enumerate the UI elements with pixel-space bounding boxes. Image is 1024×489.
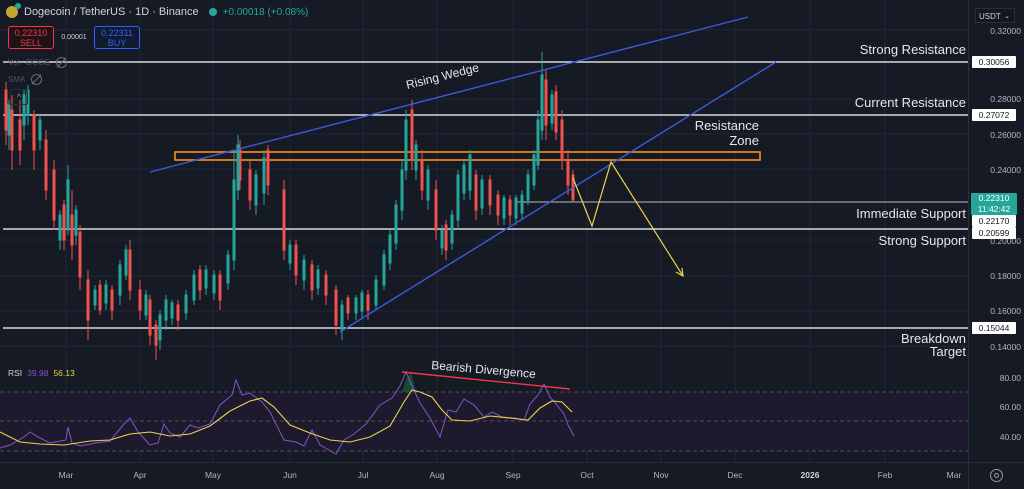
strong-resistance-price-tag: 0.30056 <box>972 56 1016 68</box>
rsi-sma-value: 56.13 <box>53 368 75 378</box>
chevron-down-icon: ⌄ <box>1004 13 1010 20</box>
time-axis[interactable] <box>0 462 968 489</box>
sma-indicator-label: SMA <box>8 75 26 84</box>
time-tick: Sep <box>505 470 521 480</box>
price-change: +0.00018 (+0.08%) <box>222 6 309 18</box>
volume-indicator-label: Vol · DOGE <box>8 58 50 67</box>
immediate-support-label: Immediate Support <box>856 206 966 221</box>
buy-label: BUY <box>107 38 127 48</box>
volume-indicator-legend[interactable]: Vol · DOGE <box>8 57 67 68</box>
strong-support-label: Strong Support <box>878 233 966 248</box>
price-tick: 0.16000 <box>990 306 1021 316</box>
breakdown-target-label: Breakdown Target <box>901 332 966 358</box>
market-open-icon <box>208 8 217 16</box>
price-tick: 0.24000 <box>990 165 1021 175</box>
current-resistance-label: Current Resistance <box>854 95 966 110</box>
currency-selector[interactable]: USDT ⌄ <box>975 8 1015 23</box>
current-price-tag: 0.22310 11:42:42 <box>971 193 1017 215</box>
sma-indicator-legend[interactable]: SMA <box>8 74 43 85</box>
time-tick: Apr <box>133 470 147 480</box>
time-tick: Nov <box>653 470 669 480</box>
price-tick: 0.32000 <box>990 26 1021 36</box>
hidden-eye-icon[interactable] <box>55 57 67 68</box>
time-tick-year: 2026 <box>800 470 820 480</box>
time-tick: Jun <box>283 470 297 480</box>
breakdown-line-1: Breakdown <box>900 331 966 346</box>
time-tick: Feb <box>877 470 893 480</box>
time-tick: Dec <box>727 470 743 480</box>
price-tick: 0.28000 <box>990 94 1021 104</box>
strong-support-price-tag: 0.20599 <box>972 227 1016 239</box>
symbol-title[interactable]: Dogecoin / TetherUS · 1D · Binance <box>24 6 199 18</box>
spread-value: 0.00001 <box>61 34 87 41</box>
rsi-tick: 80.00 <box>999 373 1021 383</box>
buy-price: 0.22311 <box>101 28 133 38</box>
sell-price: 0.22310 <box>14 28 48 38</box>
axis-corner <box>968 462 1024 489</box>
rsi-label: RSI <box>8 368 23 378</box>
rsi-value: 39.98 <box>27 368 49 378</box>
price-tick: 0.20000 <box>990 236 1021 246</box>
price-chart[interactable] <box>0 0 968 462</box>
sell-button[interactable]: 0.22310 SELL <box>8 26 54 49</box>
trade-panel: 0.22310 SELL 0.00001 0.22311 BUY <box>8 26 140 49</box>
breakdown-target-price-tag: 0.15044 <box>972 322 1016 334</box>
time-tick: May <box>204 470 222 480</box>
price-tick: 0.18000 <box>990 271 1021 281</box>
currency-value: USDT <box>979 12 1001 21</box>
dogecoin-logo-icon <box>6 3 21 18</box>
strong-resistance-label: Strong Resistance <box>859 42 966 57</box>
sell-label: SELL <box>19 38 43 48</box>
resistance-zone-label: Resistance Zone <box>690 118 759 148</box>
rsi-legend[interactable]: RSI 39.98 56.13 <box>8 368 75 378</box>
rsi-tick: 60.00 <box>999 402 1021 412</box>
collapse-legend-button[interactable]: ^ <box>10 89 28 105</box>
price-tick: 0.14000 <box>990 342 1021 352</box>
current-resistance-price-tag: 0.27072 <box>972 109 1016 121</box>
breakdown-line-2: Target <box>929 344 966 359</box>
candle-countdown: 11:42:42 <box>977 204 1011 214</box>
resistance-zone-line-1: Resistance <box>694 118 759 133</box>
resistance-zone-line-2: Zone <box>729 133 759 148</box>
time-tick: Mar <box>58 470 74 480</box>
rsi-tick: 40.00 <box>999 432 1021 442</box>
hidden-eye-icon[interactable] <box>31 74 43 85</box>
price-tick: 0.26000 <box>990 130 1021 140</box>
immediate-support-price-tag: 0.22170 <box>972 215 1016 227</box>
time-tick: Mar <box>946 470 962 480</box>
time-tick: Jul <box>357 470 369 480</box>
buy-button[interactable]: 0.22311 BUY <box>94 26 140 49</box>
time-tick: Oct <box>580 470 594 480</box>
chart-settings-icon[interactable] <box>990 469 1003 482</box>
symbol-header: Dogecoin / TetherUS · 1D · Binance +0.00… <box>6 3 309 18</box>
time-tick: Aug <box>429 470 445 480</box>
current-price: 0.22310 <box>978 193 1010 203</box>
